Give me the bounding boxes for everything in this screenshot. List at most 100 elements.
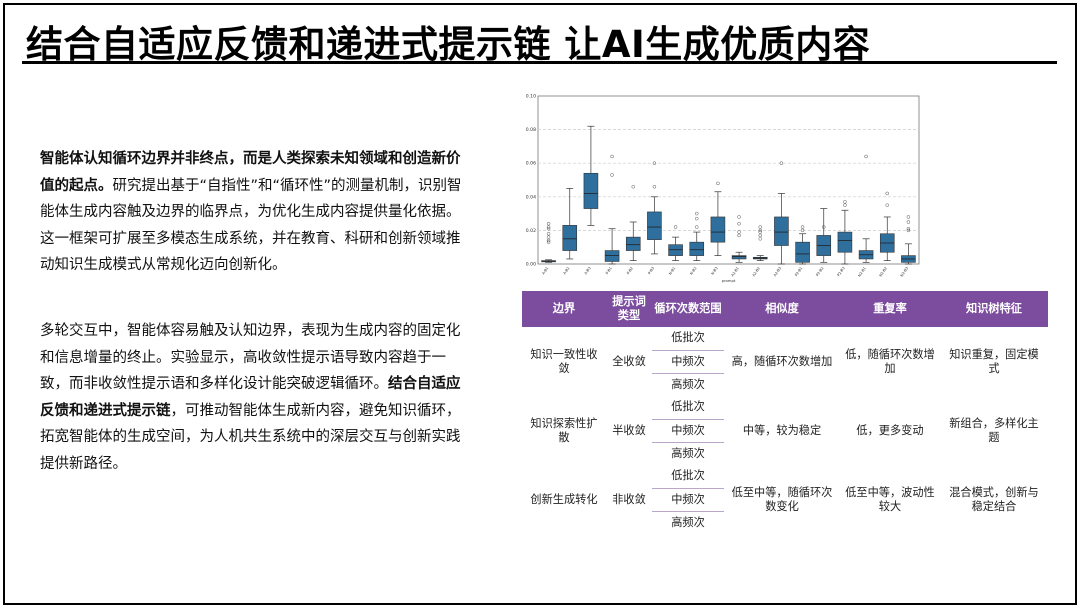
- header-similarity: 相似度: [724, 291, 840, 327]
- paragraph-1-text: 研究提出基于“自指性”和“循环性”的测量机制，识别智能体生成内容触及边界的临界点…: [40, 177, 462, 274]
- x-tick-label: A-B1: [541, 266, 549, 275]
- x-tick-label: N2-B1: [857, 266, 867, 277]
- cell-prompt-type: 全收敛: [612, 354, 646, 368]
- box: [625, 236, 641, 251]
- y-tick-label: 0.02: [526, 228, 536, 234]
- header-boundary: 边界: [522, 291, 606, 327]
- y-tick-label: 0.10: [526, 94, 536, 100]
- slide-frame: [3, 3, 1077, 605]
- outlier-point: [546, 240, 551, 244]
- box: [689, 241, 705, 256]
- x-tick-label: A2-B3: [773, 266, 782, 277]
- y-tick-label: 0.00: [526, 262, 536, 268]
- box: [731, 255, 747, 260]
- cell-similarity: 高，随循环次数增加: [731, 354, 833, 368]
- cell-knowledge-feature: 新组合，多样化主题: [949, 416, 1039, 444]
- outlier-point: [779, 161, 784, 165]
- x-tick-label: N-B1: [668, 266, 676, 275]
- outlier-point: [631, 184, 635, 189]
- boxplot-chart: 0.00 0.02 0.04 0.06 0.08 0.10 A-B1 A-B2 A-B3 P-B1…: [521, 92, 925, 284]
- outlier-point: [695, 211, 699, 216]
- cell-repeat-rate: 低，随循环次数增加: [845, 347, 935, 375]
- outlier-point: [864, 154, 868, 159]
- outlier-point: [546, 226, 551, 231]
- outlier-point: [673, 225, 678, 229]
- outlier-point: [822, 225, 826, 229]
- paragraph-2-text2: ，可推动智能体生成新内容，避免知识循环，拓宽智能体的生成空间，为人机共生系统中的…: [40, 402, 461, 472]
- cell-repeat-rate: 低至中等，波动性较大: [845, 485, 935, 513]
- x-axis-label: prompt: [722, 278, 736, 283]
- cell-range: 高频次: [671, 377, 705, 391]
- outlier-point: [737, 233, 741, 238]
- plot-area: [537, 95, 920, 265]
- box: [837, 231, 853, 253]
- outlier-point: [546, 221, 551, 226]
- box: [604, 250, 620, 262]
- cell-range: 中频次: [652, 419, 724, 443]
- outlier-point: [546, 225, 551, 229]
- box: [668, 244, 683, 256]
- comparison-table: 边界 提示词类型 循环次数范围 相似度 重复率 知识树特征 知识一致性收敛 全收…: [522, 291, 1048, 534]
- cell-boundary: 知识探索性扩散: [530, 416, 598, 444]
- x-tick-label: P-B1: [605, 266, 613, 275]
- cell-range: 中频次: [652, 350, 724, 374]
- outlier-point: [737, 221, 741, 226]
- y-tick-label: 0.08: [526, 127, 536, 133]
- box: [583, 172, 599, 209]
- paragraph-1: 智能体认知循环边界并非终点，而是人类探索未知领域和创造新价值的起点。研究提出基于…: [40, 146, 472, 279]
- box: [562, 225, 578, 251]
- outlier-point: [800, 225, 805, 229]
- cell-similarity: 低至中等，随循环次数变化: [731, 485, 833, 513]
- x-tick-label: P-B3: [647, 266, 655, 275]
- outlier-point: [906, 226, 911, 231]
- cell-knowledge-feature: 混合模式，创新与稳定结合: [949, 485, 1039, 513]
- paragraph-2-text: 多轮交互中，智能体容易触及认知边界，表现为生成内容的固定化和信息增量的终止。实验…: [40, 323, 461, 393]
- cell-knowledge-feature: 知识重复，固定模式: [949, 347, 1039, 375]
- box: [710, 216, 726, 243]
- outlier-point: [843, 203, 847, 207]
- slide-title: 结合自适应反馈和递进式提示链 让AI生成优质内容: [26, 23, 871, 66]
- outlier-point: [758, 237, 762, 241]
- x-tick-label: N2-B3: [900, 266, 910, 277]
- cell-boundary: 创新生成转化: [530, 492, 598, 506]
- cell-repeat-rate: 低，更多变动: [856, 423, 924, 437]
- header-knowledge-feature: 知识树特征: [940, 291, 1048, 327]
- outlier-point: [906, 215, 911, 219]
- box: [774, 216, 789, 246]
- table-header-row: 边界 提示词类型 循环次数范围 相似度 重复率 知识树特征: [522, 291, 1048, 327]
- outlier-point: [610, 154, 614, 159]
- x-tick-label: P2-B1: [794, 266, 803, 277]
- x-tick-label: P-B2: [626, 266, 634, 275]
- title-underline: [22, 61, 1057, 64]
- cell-range: 中频次: [652, 488, 724, 512]
- cell-similarity: 中等，较为稳定: [742, 423, 822, 437]
- paragraph-1-bold: 智能体认知循环边界并非终点，而是人类探索未知领域和创造新价值的起点。: [40, 151, 461, 194]
- paragraph-2: 多轮交互中，智能体容易触及认知边界，表现为生成内容的固定化和信息增量的终止。实验…: [40, 318, 472, 478]
- x-tick-label: A2-B1: [731, 266, 740, 277]
- cell-range: 低批次: [652, 465, 724, 489]
- outlier-point: [885, 191, 889, 196]
- x-tick-label: N2-B2: [879, 266, 889, 277]
- x-tick-label: N-B2: [689, 266, 697, 275]
- header-prompt-type: 提示词类型: [606, 291, 652, 327]
- outlier-point: [906, 228, 911, 233]
- outlier-point: [546, 238, 551, 243]
- cell-prompt-type: 非收敛: [612, 492, 646, 506]
- outlier-point: [758, 225, 762, 229]
- cell-range: 低批次: [652, 396, 724, 420]
- outlier-point: [546, 235, 551, 239]
- x-tick-label: P2-B3: [837, 266, 846, 277]
- outlier-point: [652, 184, 657, 189]
- x-tick-label: A-B3: [584, 266, 592, 275]
- box: [795, 241, 810, 263]
- x-tick-label: P2-B2: [815, 266, 824, 277]
- outlier-point: [758, 233, 762, 238]
- outlier-point: [843, 200, 847, 204]
- outlier-point: [546, 232, 551, 236]
- x-tick-label: A2-B2: [752, 266, 761, 277]
- table-row: 知识探索性扩散 半收敛 低批次 中等，较为稳定 低，更多变动 新组合，多样化主题: [522, 396, 1048, 444]
- outlier-point: [758, 230, 762, 234]
- x-tick-label: N-B3: [711, 266, 719, 275]
- cell-range: 低批次: [652, 327, 724, 351]
- header-repeat-rate: 重复率: [840, 291, 940, 327]
